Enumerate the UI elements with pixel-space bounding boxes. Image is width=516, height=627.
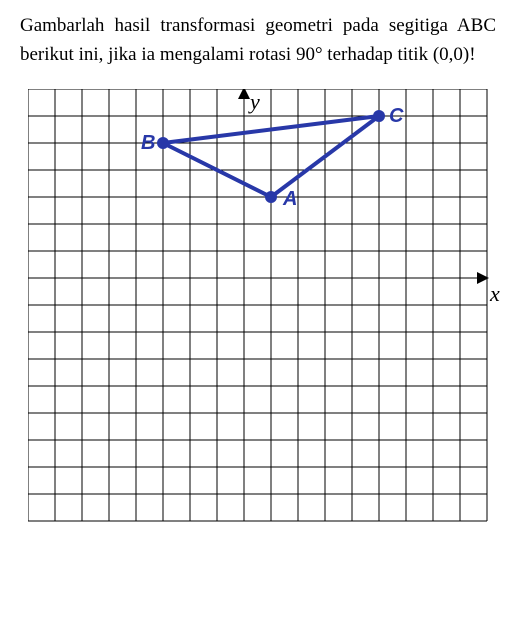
y-axis-label: y [248, 89, 260, 114]
text-line-3: rotasi 90° terhadap titik (0,0)! [249, 44, 476, 65]
geometry-chart: yxABC [28, 89, 488, 569]
problem-statement: Gambarlah hasil transformasi geometri pa… [20, 12, 496, 69]
grid-svg: y x A B C [28, 89, 500, 549]
vertex-c [373, 110, 385, 122]
vertex-a [265, 191, 277, 203]
vertex-label-b: B [141, 132, 155, 154]
vertex-b [157, 137, 169, 149]
vertex-label-c: C [389, 105, 404, 127]
text-line-1: Gambarlah hasil transformasi geometri pa… [20, 15, 379, 36]
x-axis-label: x [489, 281, 500, 306]
vertex-label-a: A [282, 188, 297, 210]
